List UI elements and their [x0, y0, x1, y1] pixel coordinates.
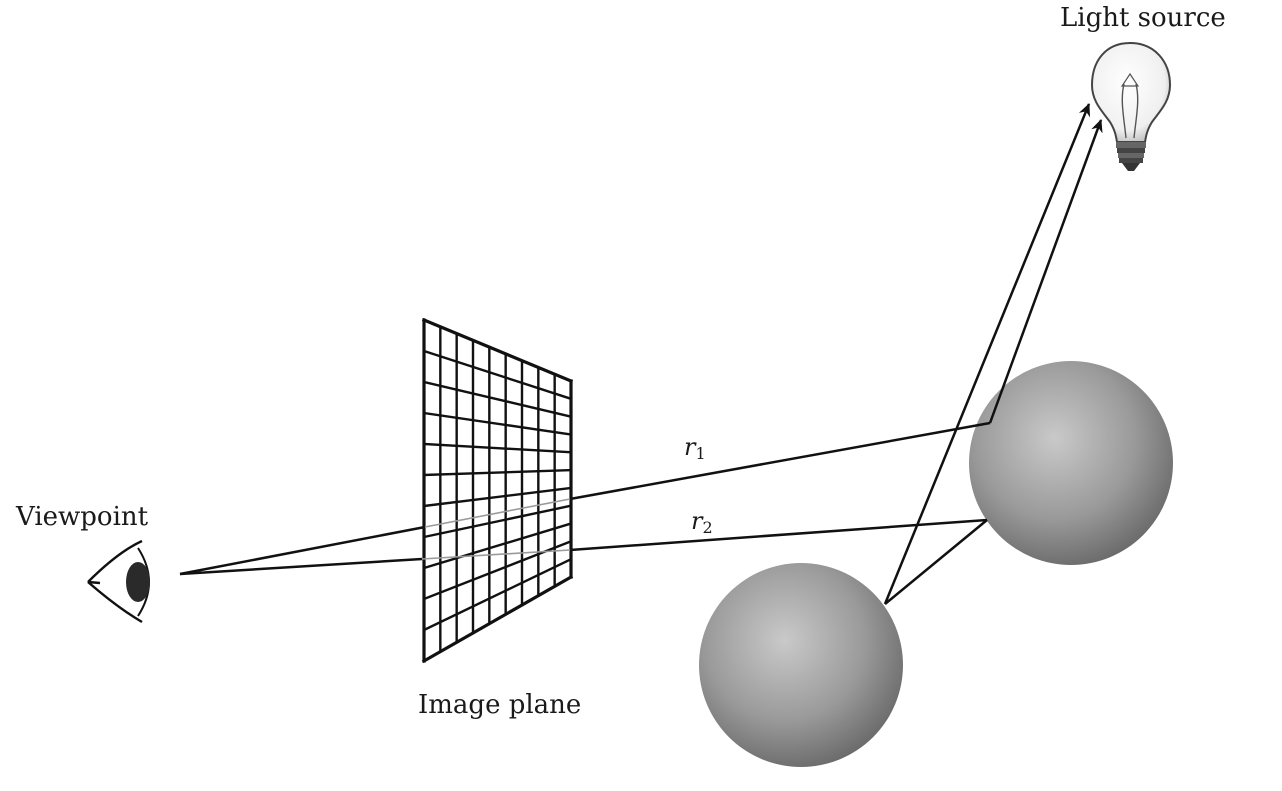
image-plane-label: Image plane — [418, 690, 582, 720]
sphere-right — [969, 361, 1173, 565]
ray-eye-upper — [179, 525, 426, 576]
grid-horizontal-line — [422, 522, 573, 570]
ray-r1-symbol: r — [684, 433, 696, 461]
ray-r2 — [569, 518, 988, 552]
light-bulb-icon — [1090, 41, 1172, 171]
ray-r2-subscript: 2 — [702, 518, 713, 537]
viewpoint-label: Viewpoint — [16, 502, 149, 532]
ray-sphere-to-light — [883, 103, 1091, 605]
eye-icon — [87, 539, 150, 624]
grid-horizontal-line — [422, 442, 573, 454]
ray-r1 — [569, 421, 991, 501]
grid-horizontal-line — [422, 380, 573, 419]
sphere-bottom — [699, 563, 903, 767]
grid-horizontal-line — [422, 557, 573, 632]
grid-horizontal-line — [422, 349, 573, 401]
grid-horizontal-line — [422, 486, 573, 508]
ray-r1-to-light — [988, 119, 1103, 424]
grid-horizontal-line — [421, 574, 574, 664]
ray-r2-symbol: r — [691, 507, 703, 535]
ray-eye-lower — [179, 557, 423, 576]
grid-horizontal-line — [422, 504, 573, 539]
ray-r1-subscript: 1 — [695, 444, 706, 463]
rays — [179, 103, 1103, 605]
grid-horizontal-line — [422, 411, 573, 436]
light-source-label: Light source — [1060, 3, 1226, 33]
grid-horizontal-line — [422, 468, 573, 477]
ray-r2-to-sphere — [884, 519, 988, 605]
ray-through-plane-lower — [421, 549, 571, 560]
grid-horizontal-line — [421, 317, 574, 384]
image-plane-grid — [421, 317, 574, 664]
ray-through-plane-upper — [424, 498, 571, 528]
ray-label-r2: r2 — [691, 507, 713, 537]
ray-label-r1: r1 — [684, 433, 706, 463]
